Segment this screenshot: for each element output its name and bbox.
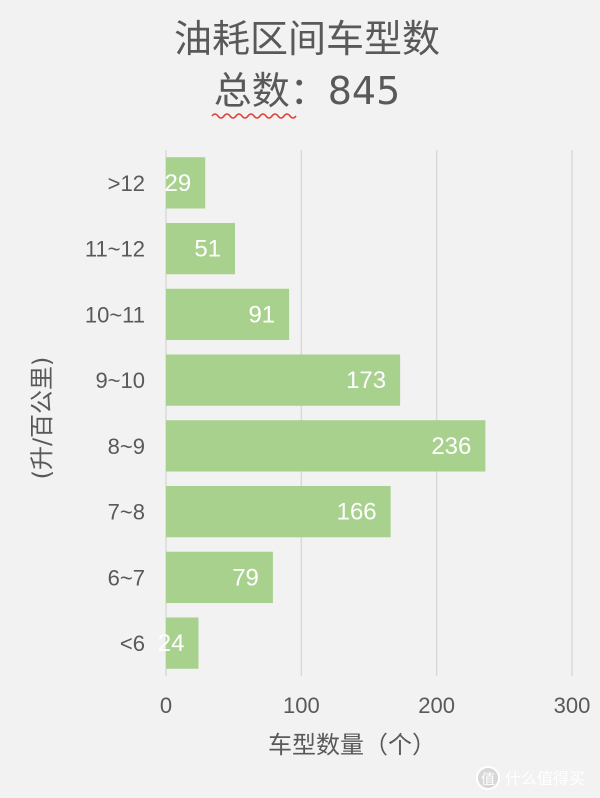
category-label: 6~7 [108,565,145,590]
bar [166,485,391,538]
bar-value-label: 166 [337,499,377,526]
x-tick-label: 300 [554,693,591,718]
x-axis-title: 车型数量（个） [268,731,436,759]
category-labels: >12 11~12 10~11 9~10 8~9 7~8 6~7 <6 [85,171,145,656]
bar-value-label: 91 [248,301,275,328]
y-axis-title: (升/百公里) [28,357,56,480]
category-label: <6 [120,631,145,656]
x-tick-label: 100 [283,693,320,718]
category-label: 11~12 [85,237,145,262]
bar-value-label: 24 [158,630,185,657]
spellcheck-underline [211,113,297,119]
x-tick-label: 200 [418,693,455,718]
bar-value-label: 236 [431,433,471,460]
bar [166,617,199,669]
bar [166,420,486,472]
chart-title: 油耗区间车型数 [174,17,440,61]
x-tick-labels: 0 100 200 300 [160,693,590,718]
watermark-text: 什么值得买 [505,769,585,788]
category-label: 10~11 [85,302,145,327]
category-label: 7~8 [108,500,145,525]
category-label: 8~9 [108,434,145,459]
category-label: >12 [108,171,145,196]
bar [166,157,206,209]
x-tick-label: 0 [160,693,172,718]
bars: 29 51 91 173 236 166 79 24 [158,157,486,669]
smzdm-logo-icon [476,766,500,790]
bar [166,551,273,604]
category-label: 9~10 [95,368,145,393]
watermark: 值 什么值得买 [476,766,585,790]
bar-value-label: 29 [165,170,192,197]
bar-value-label: 173 [346,367,386,394]
bar-value-label: 79 [232,564,259,591]
bar [166,222,236,275]
bar-value-label: 51 [194,236,221,263]
bar [166,354,401,406]
svg-text:值: 值 [481,772,495,788]
chart-subtitle: 总数：845 [214,69,401,113]
bar [166,288,290,341]
